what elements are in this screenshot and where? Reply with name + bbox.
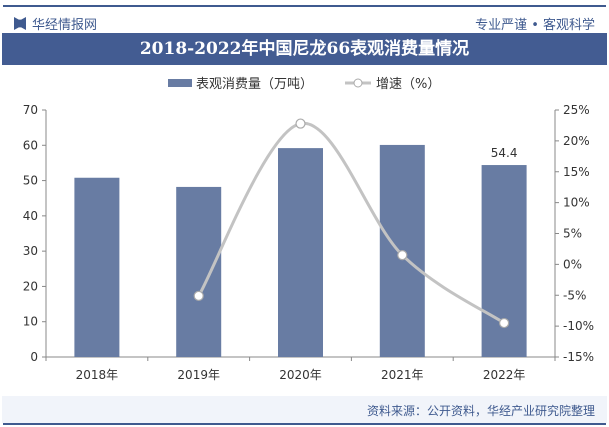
x-tick-label: 2021年 <box>381 368 424 382</box>
top-border <box>3 5 606 7</box>
x-tick-label: 2020年 <box>279 368 322 382</box>
growth-point <box>499 317 510 329</box>
legend-line-label: 增速（%） <box>376 77 440 92</box>
y-left-tick-label: 20 <box>23 279 38 293</box>
y-right-tick-label: 20% <box>563 134 590 148</box>
bar-2018年 <box>74 177 120 357</box>
brand-logo-icon <box>14 17 26 30</box>
chart-title: 2018-2022年中国尼龙66表观消费量情况 <box>2 33 607 65</box>
y-left-tick-label: 60 <box>23 138 38 152</box>
y-right-tick-label: -10% <box>563 319 594 333</box>
growth-point <box>295 118 306 129</box>
x-tick-label: 2019年 <box>177 368 220 382</box>
x-tick-label: 2022年 <box>483 368 526 382</box>
bar-2022年 <box>481 165 527 357</box>
x-tick-label: 2018年 <box>76 368 119 382</box>
y-left-tick-label: 40 <box>23 209 38 223</box>
y-right-tick-label: 15% <box>563 165 590 179</box>
y-left-tick-label: 50 <box>23 174 38 188</box>
source-note: 资料来源：公开资料，华经产业研究院整理 <box>366 404 595 418</box>
y-left-tick-label: 70 <box>23 103 38 117</box>
bar-2019年 <box>176 186 222 357</box>
growth-line <box>197 122 505 325</box>
slogan: 专业严谨 • 客观科学 <box>475 18 595 33</box>
y-right-tick-label: -5% <box>563 288 586 302</box>
bottom-border <box>3 423 606 425</box>
y-right-tick-label: -15% <box>563 350 594 364</box>
y-left-tick-label: 10 <box>23 315 38 329</box>
brand: 华经情报网 <box>14 14 97 33</box>
y-right-tick-label: 5% <box>563 227 582 241</box>
growth-point <box>193 290 204 301</box>
growth-point <box>397 250 408 261</box>
y-left-tick-label: 0 <box>30 350 38 364</box>
footer-band <box>2 396 607 423</box>
legend-line-marker <box>353 78 363 88</box>
legend-bar-swatch <box>168 79 192 87</box>
y-left-tick-label: 30 <box>23 244 38 258</box>
legend-bar-label: 表观消费量（万吨） <box>196 77 313 92</box>
y-right-tick-label: 10% <box>563 196 590 210</box>
y-right-tick-label: 25% <box>563 103 590 117</box>
bar-2020年 <box>278 148 323 357</box>
brand-name: 华经情报网 <box>32 18 98 33</box>
y-right-tick-label: 0% <box>563 257 582 271</box>
data-label: 54.4 <box>491 146 518 160</box>
